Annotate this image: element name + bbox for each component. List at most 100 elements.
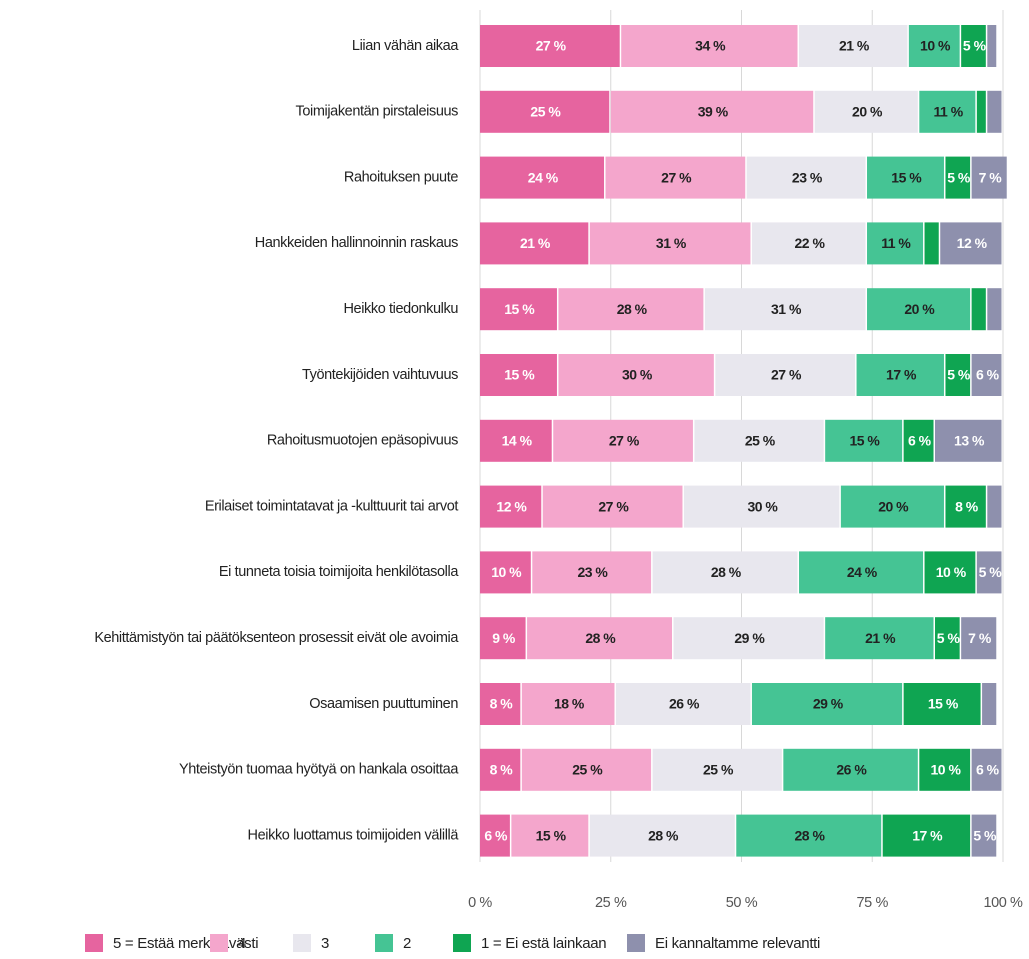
legend-label: 5 = Estää merkittävästi bbox=[113, 935, 258, 952]
bar-segment bbox=[610, 90, 814, 133]
value-label: 11 % bbox=[934, 104, 964, 120]
bar-segment bbox=[480, 617, 526, 660]
value-label: 10 % bbox=[491, 564, 522, 580]
bar-segment bbox=[715, 354, 856, 396]
value-label: 39 % bbox=[698, 104, 729, 120]
category-label: Heikko tiedonkulku bbox=[343, 301, 458, 317]
value-label: 11 % bbox=[881, 235, 911, 251]
bar-segment bbox=[605, 156, 746, 199]
value-label: 27 % bbox=[771, 367, 802, 383]
bar-segment bbox=[840, 485, 944, 528]
bar-segment bbox=[961, 25, 986, 67]
value-label: 15 % bbox=[536, 827, 567, 843]
bar-segment bbox=[704, 288, 866, 331]
bar-segment bbox=[976, 551, 1002, 594]
bar-segment bbox=[945, 485, 986, 528]
category-label: Heikko luottamus toimijoiden välillä bbox=[248, 827, 460, 843]
value-label: 26 % bbox=[669, 696, 700, 712]
value-label: 10 % bbox=[920, 38, 951, 54]
value-label: 25 % bbox=[745, 433, 776, 449]
value-label: 27 % bbox=[661, 169, 692, 185]
x-tick-label: 0 % bbox=[468, 895, 492, 911]
legend-swatch bbox=[453, 934, 471, 952]
bar-segment bbox=[589, 222, 751, 265]
bar-segment bbox=[825, 617, 934, 660]
bar-segment bbox=[683, 485, 840, 528]
bar-segment bbox=[799, 551, 924, 594]
value-label: 15 % bbox=[928, 696, 959, 712]
x-tick-label: 100 % bbox=[983, 895, 1023, 911]
value-label: 23 % bbox=[792, 169, 823, 185]
bar-segment bbox=[919, 90, 976, 133]
bar-segment bbox=[480, 551, 531, 594]
value-label: 5 % bbox=[937, 630, 961, 646]
bar-segment bbox=[856, 354, 944, 396]
legend-label: Ei kannaltamme relevantti bbox=[655, 935, 820, 952]
bar-segment bbox=[615, 683, 751, 725]
bar-segment bbox=[935, 419, 1002, 462]
value-label: 24 % bbox=[528, 169, 559, 185]
bar-segment bbox=[799, 25, 908, 67]
bar-segment bbox=[480, 90, 610, 133]
value-label: 28 % bbox=[711, 564, 742, 580]
category-label: Hankkeiden hallinnoinnin raskaus bbox=[255, 235, 458, 251]
value-label: 10 % bbox=[936, 564, 967, 580]
bar-segment bbox=[621, 25, 798, 67]
value-label: 27 % bbox=[536, 38, 567, 54]
value-label: 21 % bbox=[865, 630, 896, 646]
value-label: 20 % bbox=[904, 301, 935, 317]
bar-segment bbox=[480, 419, 552, 462]
value-label: 5 % bbox=[963, 38, 987, 54]
bar-segment bbox=[935, 617, 960, 660]
category-label: Yhteistyön tuomaa hyötyä on hankala osoi… bbox=[179, 762, 459, 778]
legend-label: 1 = Ei estä lainkaan bbox=[481, 935, 606, 952]
bar-segment bbox=[903, 419, 934, 462]
bar-segment bbox=[987, 25, 997, 67]
legend-label: 4 bbox=[238, 935, 246, 952]
value-label: 28 % bbox=[795, 827, 826, 843]
bar-segment bbox=[783, 748, 918, 791]
value-label: 10 % bbox=[931, 762, 962, 778]
bar-segment bbox=[558, 288, 704, 331]
category-label: Rahoitusmuotojen epäsopivuus bbox=[267, 433, 458, 449]
value-label: 27 % bbox=[609, 433, 640, 449]
value-label: 18 % bbox=[554, 696, 585, 712]
value-label: 6 % bbox=[976, 762, 1000, 778]
bar-segment bbox=[751, 683, 903, 725]
x-tick-label: 75 % bbox=[857, 895, 889, 911]
bar-segment bbox=[919, 748, 971, 791]
value-label: 13 % bbox=[954, 433, 985, 449]
value-label: 6 % bbox=[976, 367, 1000, 383]
value-label: 28 % bbox=[648, 827, 679, 843]
value-label: 6 % bbox=[908, 433, 932, 449]
bar-segment bbox=[480, 748, 521, 791]
bar-segment bbox=[480, 354, 557, 396]
x-tick-label: 50 % bbox=[726, 895, 758, 911]
bar-segment bbox=[694, 419, 824, 462]
bar-segment bbox=[867, 288, 971, 331]
category-label: Työntekijöiden vaihtuvuus bbox=[302, 367, 458, 383]
value-label: 22 % bbox=[795, 235, 826, 251]
bar-segment bbox=[480, 814, 510, 857]
value-label: 7 % bbox=[968, 630, 992, 646]
value-label: 30 % bbox=[622, 367, 653, 383]
legend-swatch bbox=[375, 934, 393, 952]
category-label: Kehittämistyön tai päätöksenteon prosess… bbox=[94, 630, 459, 646]
value-label: 28 % bbox=[617, 301, 648, 317]
bar-segment bbox=[521, 748, 652, 791]
value-label: 27 % bbox=[598, 498, 629, 514]
value-label: 5 % bbox=[947, 169, 971, 185]
bar-segment bbox=[924, 222, 939, 265]
value-label: 12 % bbox=[496, 498, 527, 514]
value-label: 20 % bbox=[852, 104, 883, 120]
bar-segment bbox=[867, 156, 944, 199]
bar-segment bbox=[945, 354, 971, 396]
bar-segment bbox=[480, 485, 542, 528]
bar-segment bbox=[652, 551, 798, 594]
legend-swatch bbox=[85, 934, 103, 952]
value-label: 25 % bbox=[572, 762, 603, 778]
value-label: 14 % bbox=[502, 433, 533, 449]
value-label: 8 % bbox=[490, 762, 514, 778]
bar-segment bbox=[940, 222, 1002, 265]
